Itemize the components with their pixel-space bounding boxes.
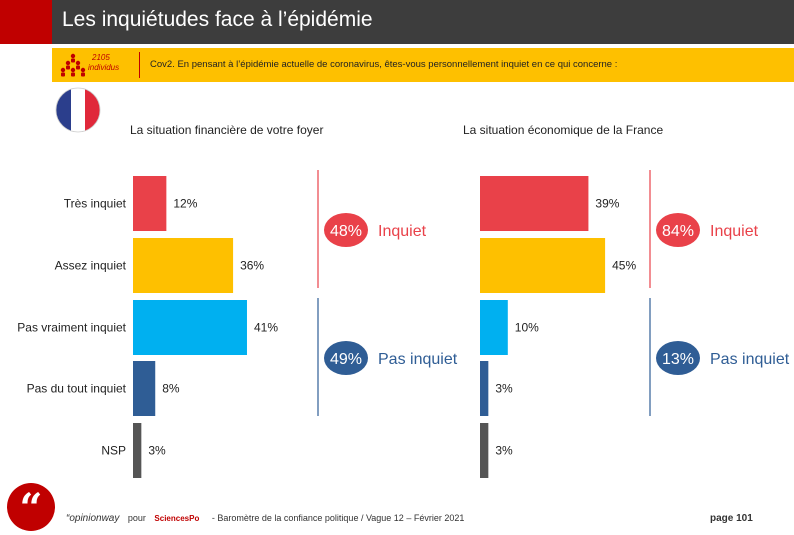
header-accent bbox=[0, 0, 52, 44]
category-label: NSP bbox=[101, 444, 126, 458]
sciencespo-logo: SciencesPo bbox=[154, 514, 200, 523]
pas-inquiet-total-label: Pas inquiet bbox=[710, 351, 790, 368]
series-title: La situation économique de la France bbox=[463, 123, 663, 137]
bar bbox=[133, 361, 156, 416]
svg-text:“: “ bbox=[19, 485, 42, 532]
sample-unit: individus bbox=[88, 63, 120, 72]
footer: “opinionway pour SciencesPo - Baromètre … bbox=[66, 513, 464, 524]
question-text: Cov2. En pensant à l’épidémie actuelle d… bbox=[150, 59, 618, 70]
people-icon bbox=[60, 53, 86, 77]
inquiet-total-badge bbox=[324, 213, 368, 247]
bar bbox=[480, 300, 508, 355]
series-title: La situation financière de votre foyer bbox=[130, 123, 323, 137]
bar bbox=[133, 423, 142, 478]
question-separator bbox=[139, 52, 140, 78]
inquiet-total-value: 84% bbox=[662, 223, 694, 240]
france-flag-icon bbox=[55, 87, 101, 133]
category-label: Très inquiet bbox=[64, 197, 127, 211]
data-label: 12% bbox=[173, 197, 197, 211]
category-label: Pas vraiment inquiet bbox=[17, 321, 126, 335]
data-label: 39% bbox=[595, 197, 619, 211]
opinionway-logo: “opinionway bbox=[66, 513, 120, 524]
quote-logo-icon: “ bbox=[7, 483, 55, 532]
pas-inquiet-total-badge bbox=[324, 341, 368, 375]
data-label: 36% bbox=[240, 259, 264, 273]
data-label: 3% bbox=[148, 444, 166, 458]
sample-count: 2105 bbox=[92, 53, 110, 62]
category-label: Pas du tout inquiet bbox=[27, 382, 127, 396]
page-title: Les inquiétudes face à l’épidémie bbox=[62, 8, 373, 31]
footer-text: - Baromètre de la confiance politique / … bbox=[211, 513, 465, 523]
bar-chart: Très inquiet Assez inquiet Pas vraiment in… bbox=[17, 123, 790, 478]
pas-inquiet-total-label: Pas inquiet bbox=[378, 351, 458, 368]
footer-pour: pour bbox=[127, 513, 146, 523]
bar bbox=[480, 423, 489, 478]
bar bbox=[133, 238, 234, 293]
inquiet-total-value: 48% bbox=[330, 223, 362, 240]
inquiet-total-label: Inquiet bbox=[378, 223, 427, 240]
data-label: 45% bbox=[612, 259, 636, 273]
data-label: 10% bbox=[515, 321, 539, 335]
bar bbox=[480, 238, 606, 293]
category-label: Assez inquiet bbox=[55, 259, 127, 273]
data-label: 8% bbox=[162, 382, 180, 396]
page-number: page 101 bbox=[710, 513, 753, 524]
data-label: 41% bbox=[254, 321, 278, 335]
data-label: 3% bbox=[495, 444, 513, 458]
data-label: 3% bbox=[495, 382, 513, 396]
bar bbox=[133, 176, 167, 231]
pas-inquiet-total-value: 13% bbox=[662, 351, 694, 368]
header-bar: Les inquiétudes face à l’épidémie bbox=[0, 0, 794, 44]
pas-inquiet-total-value: 49% bbox=[330, 351, 362, 368]
bar bbox=[480, 361, 489, 416]
bar bbox=[480, 176, 589, 231]
inquiet-total-badge bbox=[656, 213, 700, 247]
inquiet-total-label: Inquiet bbox=[710, 223, 759, 240]
pas-inquiet-total-badge bbox=[656, 341, 700, 375]
question-bar: 2105 individus Cov2. En pensant à l’épid… bbox=[52, 48, 794, 82]
bar bbox=[133, 300, 247, 355]
sample-size: 2105 individus bbox=[88, 53, 119, 73]
